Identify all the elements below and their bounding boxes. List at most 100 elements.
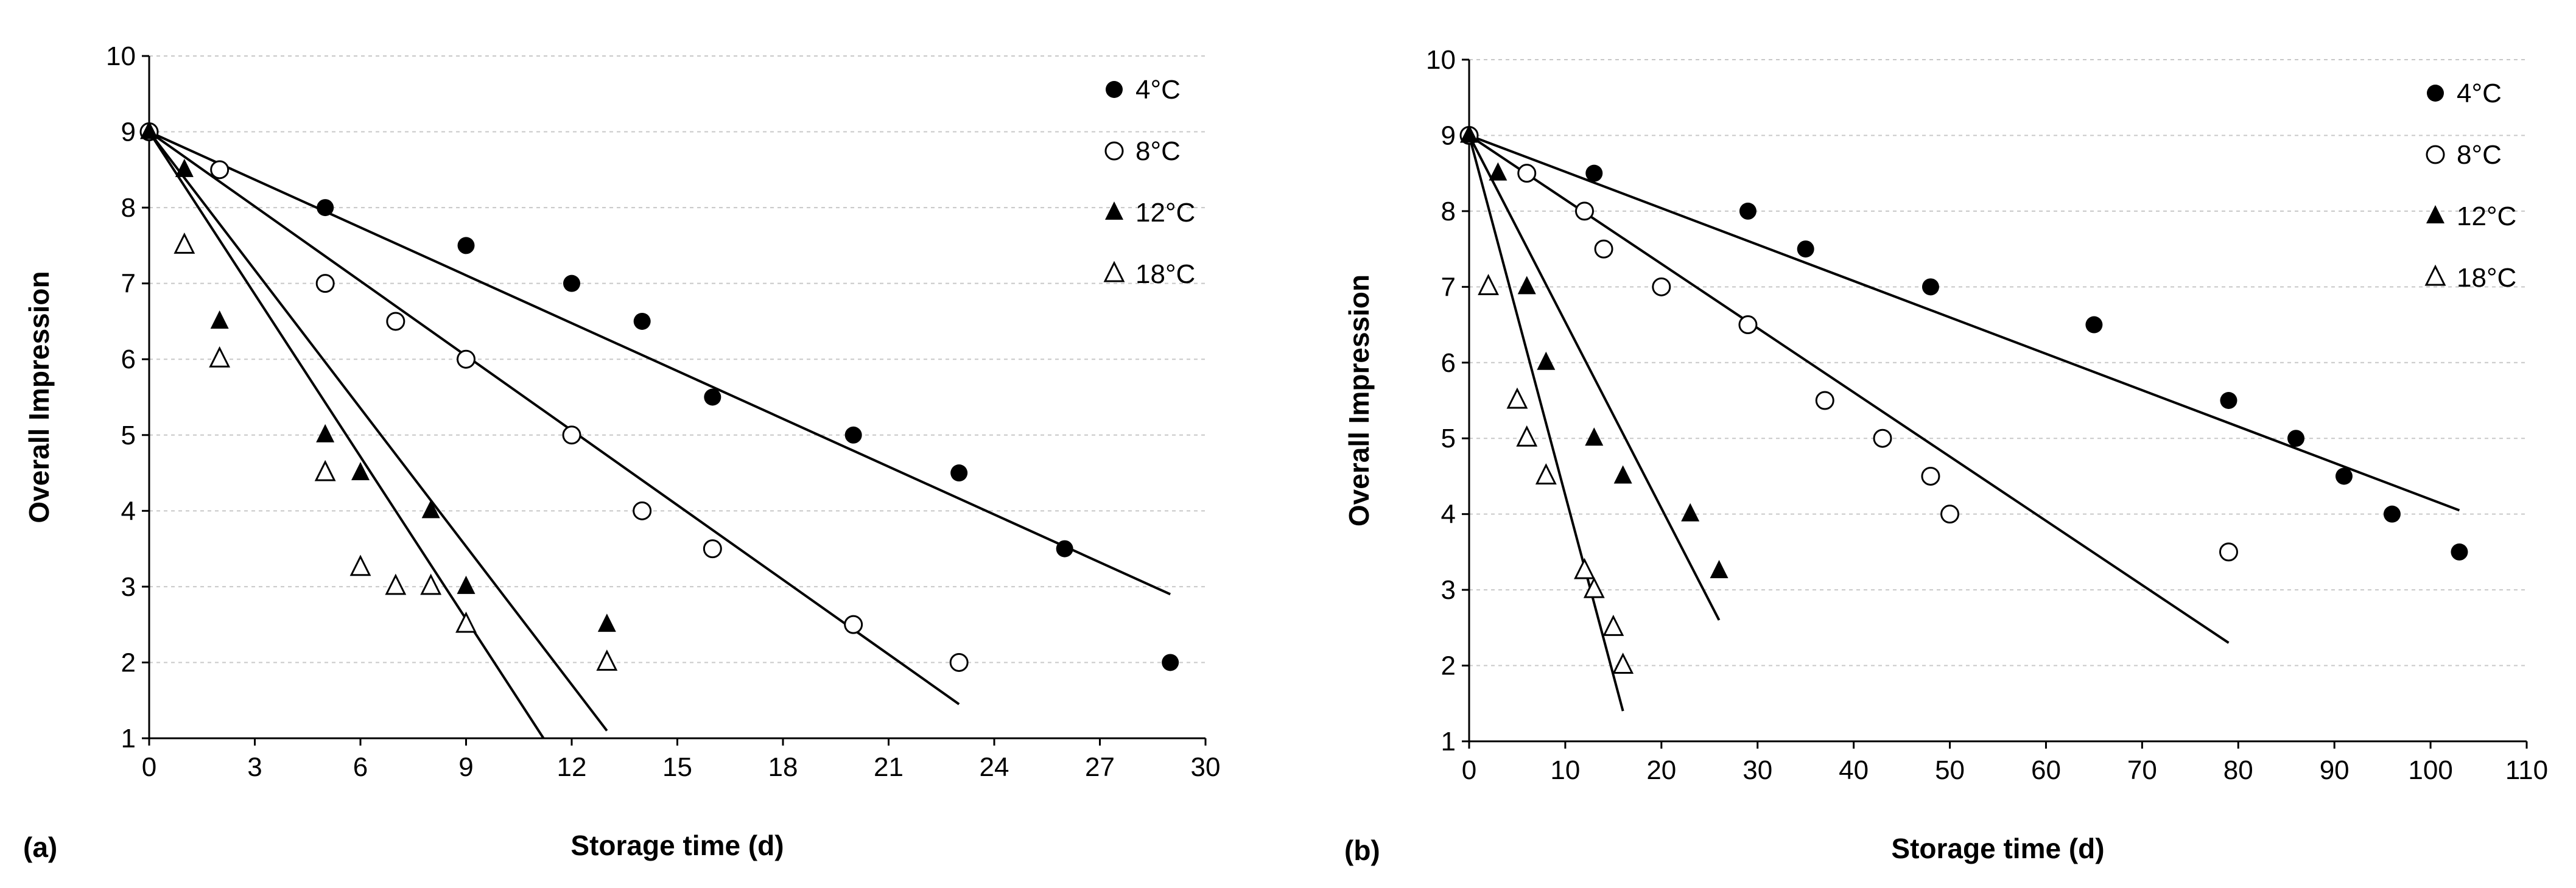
x-tick-label: 30 [1191,752,1221,782]
fit-line-3 [148,131,608,732]
x-axis-title: Storage time (d) [1891,833,2104,864]
data-point [457,575,476,594]
x-tick-label: 21 [874,752,904,782]
y-tick-label: 7 [1441,272,1456,302]
data-point [1574,201,1594,221]
fit-line-2 [148,130,960,705]
legend-label: 4°C [2457,79,2502,108]
data-point [1583,576,1605,598]
data-point [1574,558,1595,579]
x-tick-label: 0 [1462,755,1476,785]
legend-label: 8°C [2457,140,2502,170]
data-point [596,649,618,671]
x-tick-label: 12 [557,752,587,782]
data-point [1594,239,1613,259]
data-point [315,274,335,293]
data-point [1710,560,1728,578]
fit-line-1 [149,130,1171,596]
y-tick-label: 4 [121,496,136,526]
y-tick-label: 5 [121,421,136,450]
data-point [2085,316,2103,334]
data-point [1602,614,1624,636]
x-tick-label: 27 [1085,752,1115,782]
data-point [2287,430,2305,447]
y-axis-title: Overall Impression [1343,274,1375,526]
x-tick-label: 3 [247,752,262,782]
legend-marker [2426,145,2445,164]
data-point [562,425,581,445]
data-point [385,573,407,595]
legend-marker [1103,260,1125,282]
data-point [950,464,968,482]
legend-label: 8°C [1135,136,1181,166]
y-tick-label: 2 [121,648,136,677]
data-point [1873,428,1892,448]
fit-line-2 [1468,134,2230,644]
data-point [844,615,863,634]
legend-label: 12°C [1135,198,1195,228]
data-point [1940,505,1960,524]
x-tick-label: 60 [2031,755,2061,785]
data-point [457,237,475,254]
data-point [1489,162,1507,181]
y-tick-label: 4 [1441,500,1456,530]
data-point [2219,542,2238,562]
data-point [314,460,336,481]
data-point [455,611,477,633]
data-point [597,614,616,632]
data-point [209,346,231,368]
x-tick-label: 50 [1935,755,1965,785]
data-point [1613,465,1632,484]
fit-line-4 [1468,135,1624,711]
data-point [140,121,158,139]
data-point [1612,652,1634,674]
y-tick-label: 10 [1426,45,1456,75]
legend-label: 12°C [2457,201,2516,231]
data-point [1652,277,1671,296]
legend-label: 4°C [1135,75,1181,105]
y-tick-label: 7 [121,269,136,299]
y-axis-title: Overall Impression [23,271,55,523]
x-axis-title: Storage time (d) [570,830,784,861]
x-tick-label: 100 [2408,755,2452,785]
y-tick-label: 8 [121,193,136,223]
x-tick-label: 15 [662,752,692,782]
data-point [1056,540,1073,558]
data-point [1921,466,1940,486]
data-point [949,652,969,672]
data-point [2335,467,2353,485]
data-point [1797,240,1814,258]
data-point [633,501,652,520]
data-point [1921,278,1939,296]
y-tick-label: 1 [1441,727,1456,757]
data-point [174,232,195,254]
data-point [421,500,440,519]
legend-marker [2427,85,2444,102]
data-point [1506,387,1528,409]
x-tick-label: 80 [2223,755,2253,785]
data-point [844,426,862,444]
data-point [1815,391,1834,410]
fit-line-1 [1469,134,2460,512]
legend-label: 18°C [2457,263,2516,293]
x-tick-label: 20 [1646,755,1676,785]
data-point [2220,392,2237,409]
y-tick-label: 6 [1441,348,1456,378]
data-point [1585,164,1603,182]
x-tick-label: 110 [2505,755,2548,785]
x-tick-label: 0 [142,752,156,782]
data-point [1535,463,1557,484]
data-point [1739,202,1757,220]
data-point [1460,124,1478,143]
x-tick-label: 10 [1550,755,1580,785]
legend-marker [1105,201,1123,220]
legend-marker [1106,81,1123,98]
y-tick-label: 1 [121,724,136,753]
x-tick-label: 6 [353,752,368,782]
data-point [210,310,229,329]
y-tick-label: 10 [106,41,136,71]
data-point [1537,351,1556,370]
data-point [457,349,476,369]
